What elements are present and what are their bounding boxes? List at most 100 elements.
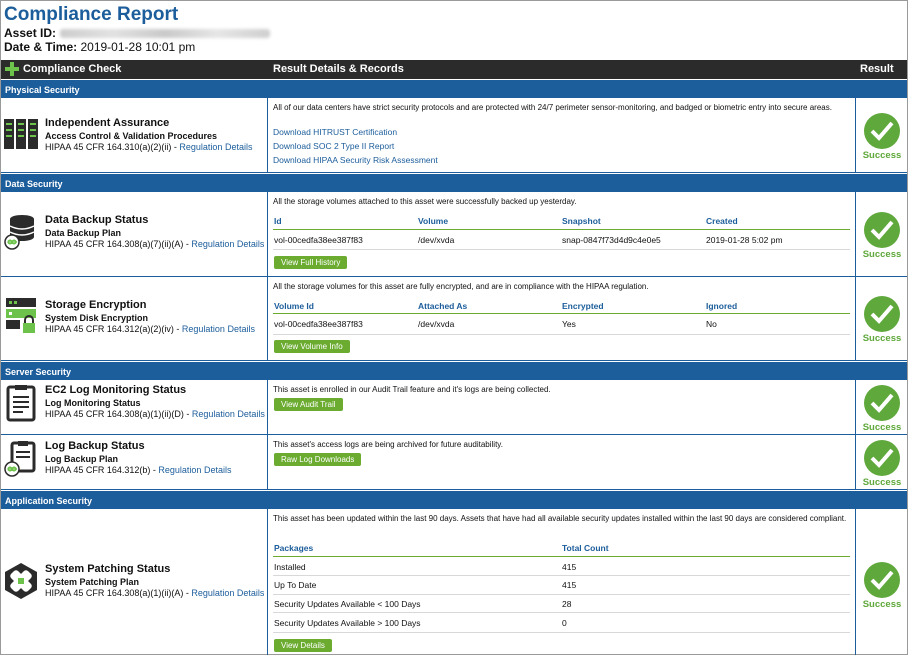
col-result-details: Result Details & Records [273, 63, 404, 75]
col-header-created: Created [706, 216, 738, 226]
col-header-id: Id [274, 216, 282, 226]
check-subtitle: System Disk Encryption [45, 313, 149, 323]
divider [273, 632, 850, 633]
divider [273, 594, 850, 595]
check-description: All of our data centers have strict secu… [273, 103, 832, 112]
check-subtitle: Log Backup Plan [45, 454, 119, 464]
check-row-log-backup [1, 435, 907, 490]
package-label: Installed [274, 562, 306, 572]
encrypted-storage-icon [6, 298, 36, 333]
divider [273, 313, 850, 314]
package-label: Security Updates Available > 100 Days [274, 618, 421, 628]
regulation-details-link[interactable]: Regulation Details [181, 324, 255, 334]
regulation-details-link[interactable]: Regulation Details [191, 409, 265, 419]
divider [273, 249, 850, 250]
package-count: 415 [562, 562, 577, 572]
raw-log-downloads-button[interactable]: Raw Log Downloads [274, 453, 362, 466]
divider [273, 556, 850, 557]
check-title: Storage Encryption [45, 299, 147, 311]
check-title: EC2 Log Monitoring Status [45, 384, 187, 396]
check-regulation: HIPAA 45 CFR 164.312(b) - Regulation Det… [45, 465, 232, 475]
result-success: Success [861, 113, 903, 161]
view-details-button[interactable]: View Details [274, 639, 332, 652]
col-header-attached-as: Attached As [418, 301, 468, 311]
col-header-volume-id: Volume Id [274, 301, 314, 311]
col-header-total-count: Total Count [562, 543, 609, 553]
asset-id-line: Asset ID: [4, 26, 271, 40]
datetime-value: 2019-01-28 10:01 pm [80, 40, 196, 54]
page-title: Compliance Report [4, 4, 179, 25]
divider [273, 612, 850, 613]
result-success: Success [861, 385, 903, 433]
regulation-details-link[interactable]: Regulation Details [191, 239, 265, 249]
cell-snapshot: snap-0847f73d4d9c4e0e5 [562, 235, 661, 245]
check-row-system-patching [1, 509, 907, 655]
view-volume-info-button[interactable]: View Volume Info [274, 340, 350, 353]
result-success: Success [861, 562, 903, 610]
check-circle-icon [864, 296, 900, 332]
check-circle-icon [864, 212, 900, 248]
check-subtitle: Access Control & Validation Procedures [45, 131, 218, 141]
check-circle-icon [864, 562, 900, 598]
col-header-volume: Volume [418, 216, 449, 226]
check-subtitle: Log Monitoring Status [45, 398, 141, 408]
check-circle-icon [864, 113, 900, 149]
check-description: This asset's access logs are being archi… [273, 440, 503, 449]
divider [273, 575, 850, 576]
regulation-details-link[interactable]: Regulation Details [158, 465, 232, 475]
col-result: Result [860, 63, 894, 75]
check-title: Log Backup Status [45, 440, 145, 452]
plus-icon [5, 62, 19, 76]
check-regulation: HIPAA 45 CFR 164.312(a)(2)(iv) - Regulat… [45, 324, 255, 334]
col-compliance-check: Compliance Check [23, 63, 122, 75]
col-header-ignored: Ignored [706, 301, 738, 311]
download-hitrust-link[interactable]: Download HITRUST Certification [273, 127, 398, 137]
check-title: System Patching Status [45, 563, 171, 575]
check-row-independent-assurance [1, 98, 907, 173]
view-full-history-button[interactable]: View Full History [274, 256, 348, 269]
clipboard-icon [6, 385, 36, 422]
check-row-data-backup [1, 192, 907, 277]
asset-id-redacted [60, 29, 271, 39]
table-header: Compliance Check Result Details & Record… [1, 60, 907, 79]
report-header: Compliance Report Asset ID: Date & Time:… [4, 4, 271, 54]
view-audit-trail-button[interactable]: View Audit Trail [274, 398, 343, 411]
cell-ignored: No [706, 319, 717, 329]
package-count: 0 [562, 618, 567, 628]
package-label: Up To Date [274, 580, 317, 590]
section-application-security: Application Security [1, 491, 907, 509]
result-success: Success [861, 440, 903, 488]
package-label: Security Updates Available < 100 Days [274, 599, 421, 609]
regulation-details-link[interactable]: Regulation Details [191, 588, 265, 598]
server-rack-icon [4, 119, 38, 149]
check-description: This asset is enrolled in our Audit Trai… [273, 385, 551, 394]
check-regulation: HIPAA 45 CFR 164.308(a)(7)(ii)(A) - Regu… [45, 239, 265, 249]
check-subtitle: System Patching Plan [45, 577, 140, 587]
regulation-details-link[interactable]: Regulation Details [179, 142, 253, 152]
cell-encrypted: Yes [562, 319, 576, 329]
check-row-storage-encryption [1, 277, 907, 361]
package-count: 415 [562, 580, 577, 590]
cell-volume: /dev/xvda [418, 235, 455, 245]
check-title: Independent Assurance [45, 117, 170, 129]
col-header-snapshot: Snapshot [562, 216, 601, 226]
section-physical-security: Physical Security [1, 80, 907, 98]
section-data-security: Data Security [1, 174, 907, 192]
check-regulation: HIPAA 45 CFR 164.308(a)(1)(ii)(A) - Regu… [45, 588, 265, 598]
check-regulation: HIPAA 45 CFR 164.308(a)(1)(ii)(D) - Regu… [45, 409, 265, 419]
result-success: Success [861, 212, 903, 260]
check-subtitle: Data Backup Plan [45, 228, 122, 238]
check-row-log-monitoring [1, 380, 907, 435]
result-success: Success [861, 296, 903, 344]
patch-hexagon-icon [5, 563, 37, 599]
divider [273, 229, 850, 230]
col-header-encrypted: Encrypted [562, 301, 604, 311]
cell-attached-as: /dev/xvda [418, 319, 455, 329]
cell-created: 2019-01-28 5:02 pm [706, 235, 783, 245]
check-description: All the storage volumes for this asset a… [273, 282, 649, 291]
download-soc2-link[interactable]: Download SOC 2 Type II Report [273, 141, 395, 151]
log-backup-icon [4, 441, 36, 477]
cell-volume-id: vol-00cedfa38ee387f83 [274, 319, 363, 329]
col-header-packages: Packages [274, 543, 314, 553]
download-hipaa-risk-link[interactable]: Download HIPAA Security Risk Assessment [273, 155, 438, 165]
